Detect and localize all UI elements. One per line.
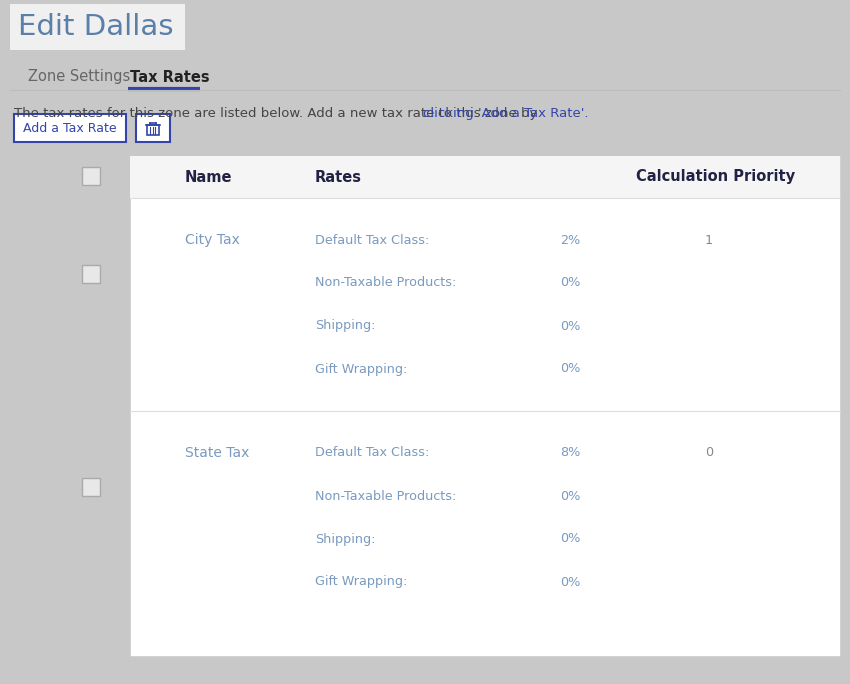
Text: Default Tax Class:: Default Tax Class: bbox=[315, 447, 429, 460]
Text: Rates: Rates bbox=[315, 170, 362, 185]
Text: The tax rates for this zone are listed below. Add a new tax rate to this zone by: The tax rates for this zone are listed b… bbox=[14, 107, 541, 120]
FancyBboxPatch shape bbox=[136, 114, 170, 142]
Text: 0%: 0% bbox=[560, 533, 581, 546]
Text: 0%: 0% bbox=[560, 363, 581, 376]
Text: 0: 0 bbox=[705, 447, 713, 460]
Text: Shipping:: Shipping: bbox=[315, 319, 376, 332]
Text: Shipping:: Shipping: bbox=[315, 533, 376, 546]
Text: State Tax: State Tax bbox=[185, 446, 249, 460]
Bar bbox=[82, 167, 100, 185]
Text: clicking 'Add a Tax Rate'.: clicking 'Add a Tax Rate'. bbox=[423, 107, 588, 120]
Bar bbox=[130, 156, 840, 198]
Text: Default Tax Class:: Default Tax Class: bbox=[315, 233, 429, 246]
Text: 0%: 0% bbox=[560, 276, 581, 289]
Text: Calculation Priority: Calculation Priority bbox=[636, 170, 795, 185]
Text: Name: Name bbox=[185, 170, 233, 185]
Text: 0%: 0% bbox=[560, 319, 581, 332]
Text: Gift Wrapping:: Gift Wrapping: bbox=[315, 363, 407, 376]
Text: 0%: 0% bbox=[560, 490, 581, 503]
Text: Tax Rates: Tax Rates bbox=[130, 70, 210, 85]
Text: Edit Dallas: Edit Dallas bbox=[18, 13, 173, 41]
Text: 0%: 0% bbox=[560, 575, 581, 588]
Text: 2%: 2% bbox=[560, 233, 581, 246]
Bar bbox=[82, 478, 100, 496]
Text: City Tax: City Tax bbox=[185, 233, 240, 247]
Text: Zone Settings: Zone Settings bbox=[28, 70, 130, 85]
FancyBboxPatch shape bbox=[147, 125, 159, 135]
Text: Gift Wrapping:: Gift Wrapping: bbox=[315, 575, 407, 588]
Text: 1: 1 bbox=[705, 233, 713, 246]
Text: Non-Taxable Products:: Non-Taxable Products: bbox=[315, 490, 456, 503]
FancyBboxPatch shape bbox=[14, 114, 126, 142]
Bar bbox=[82, 265, 100, 283]
Text: Add a Tax Rate: Add a Tax Rate bbox=[23, 122, 116, 135]
FancyBboxPatch shape bbox=[130, 156, 840, 656]
Text: 8%: 8% bbox=[560, 447, 581, 460]
FancyBboxPatch shape bbox=[10, 4, 185, 50]
Text: Non-Taxable Products:: Non-Taxable Products: bbox=[315, 276, 456, 289]
